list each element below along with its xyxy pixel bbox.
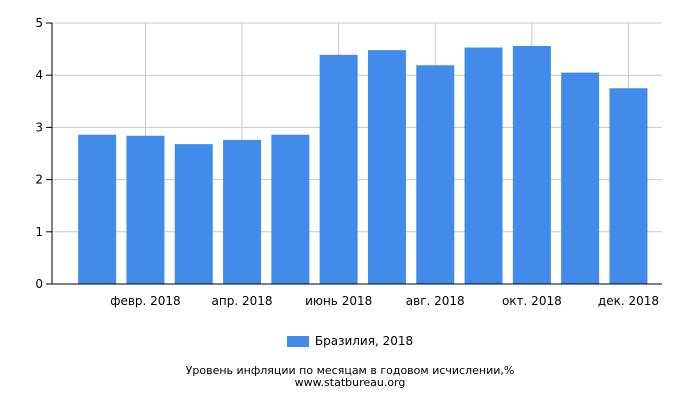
bar	[609, 88, 648, 284]
x-tick-label: дек. 2018	[598, 294, 659, 308]
bar	[464, 47, 503, 285]
legend: Бразилия, 2018	[0, 332, 700, 350]
bar	[126, 135, 165, 284]
y-tick-label: 3	[35, 120, 43, 134]
bar	[78, 134, 117, 284]
x-tick-label: июнь 2018	[305, 294, 372, 308]
legend-swatch	[286, 335, 309, 347]
bar	[174, 144, 213, 284]
bar	[271, 134, 310, 284]
chart-footer-title: Уровень инфляции по месяцам в годовом ис…	[185, 364, 515, 377]
y-tick-label: 2	[35, 173, 43, 187]
source-link[interactable]: www.statbureau.org	[294, 376, 406, 389]
legend-label: Бразилия, 2018	[314, 334, 414, 348]
bar	[223, 139, 262, 284]
bar	[416, 65, 455, 284]
bar	[367, 50, 406, 285]
bar	[319, 54, 358, 285]
bar	[561, 72, 600, 284]
y-tick-label: 0	[35, 277, 43, 291]
x-tick-label: авг. 2018	[406, 294, 465, 308]
y-tick-label: 4	[35, 68, 43, 82]
x-tick-label: февр. 2018	[110, 294, 181, 308]
y-tick-label: 5	[35, 16, 43, 30]
bar-chart: 0 1 2 3 4 5 февр. 2018 апр. 2018 июнь 2018 авг. 2…	[35, 16, 662, 308]
bar	[512, 45, 551, 284]
x-tick-label: окт. 2018	[502, 294, 562, 308]
y-tick-label: 1	[35, 225, 43, 239]
x-tick-label: апр. 2018	[212, 294, 273, 308]
